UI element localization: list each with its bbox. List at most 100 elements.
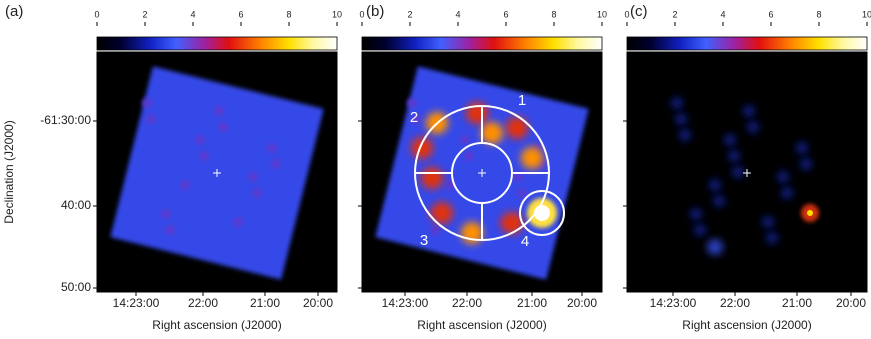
colorbar-tick-label: 4 xyxy=(190,9,195,19)
noise-blob xyxy=(142,98,152,108)
colorbar-tick-label: 2 xyxy=(407,9,412,19)
faint-blob xyxy=(679,129,691,141)
colorbar-tick-label: 0 xyxy=(94,9,99,19)
colorbar-tick-label: 8 xyxy=(551,9,556,19)
noise-blob xyxy=(233,217,243,227)
noise-blob xyxy=(430,225,440,235)
colorbar-tick-label: 6 xyxy=(238,9,243,19)
faint-blob xyxy=(796,142,808,154)
faint-blob xyxy=(675,113,687,125)
colorbar-tick-label: 6 xyxy=(503,9,508,19)
faint-blob xyxy=(747,121,759,133)
faint-blob xyxy=(728,150,740,162)
noise-blob xyxy=(195,135,205,145)
noise-blob xyxy=(460,135,470,145)
panel-title: (b) xyxy=(366,3,384,20)
noise-blob xyxy=(218,122,228,132)
x-tick-label: 21:00 xyxy=(250,296,280,310)
faint-blob xyxy=(709,179,721,191)
center-cross xyxy=(213,169,221,177)
center-cross xyxy=(743,169,751,177)
faint-source xyxy=(707,239,723,255)
noise-blob xyxy=(267,143,277,153)
x-axis-label: Right ascension (J2000) xyxy=(417,318,546,332)
region-label: 3 xyxy=(420,232,428,249)
y-tick-label: 50:00 xyxy=(61,280,91,294)
noise-blob xyxy=(146,114,156,124)
noise-blob xyxy=(464,151,474,161)
faint-blob xyxy=(762,216,774,228)
hot-spot xyxy=(421,167,443,189)
image-frame xyxy=(626,51,868,293)
region-4 xyxy=(519,190,565,236)
panel-title: (a) xyxy=(5,3,23,20)
x-tick-label: 22:00 xyxy=(188,296,218,310)
y-tick-label: -61:30:00 xyxy=(40,113,91,127)
region-label: 4 xyxy=(521,233,529,250)
image xyxy=(627,52,867,292)
region-label: 2 xyxy=(410,109,418,126)
x-tick-label: 20:00 xyxy=(303,296,333,310)
faint-blob xyxy=(713,195,725,207)
faint-blob xyxy=(743,105,755,117)
x-tick-label: 20:00 xyxy=(567,296,597,310)
noise-blob xyxy=(407,98,417,108)
y-tick-label: 40:00 xyxy=(61,198,91,212)
colorbar xyxy=(96,36,338,51)
colorbar-tick-label: 4 xyxy=(455,9,460,19)
faint-blob xyxy=(732,166,744,178)
faint-blob xyxy=(777,171,789,183)
hot-spot xyxy=(481,122,503,144)
faint-blob xyxy=(766,232,778,244)
noise-blob xyxy=(411,114,421,124)
image xyxy=(362,52,602,292)
x-axis-label: Right ascension (J2000) xyxy=(682,318,811,332)
x-tick-label: 22:00 xyxy=(720,296,750,310)
colorbar-tick-label: 10 xyxy=(597,9,607,19)
colorbar-tick-label: 2 xyxy=(672,9,677,19)
colorbar xyxy=(361,36,603,51)
image-frame xyxy=(361,51,603,293)
noise-blob xyxy=(214,106,224,116)
colorbar xyxy=(626,36,868,51)
x-tick-label: 21:00 xyxy=(517,296,547,310)
noise-blob xyxy=(165,225,175,235)
colorbar-tick-label: 8 xyxy=(286,9,291,19)
hot-spot xyxy=(501,212,523,234)
colorbar-tick-label: 10 xyxy=(332,9,342,19)
region-label: 1 xyxy=(518,92,526,109)
bright-core xyxy=(807,210,813,216)
faint-blob xyxy=(694,224,706,236)
x-tick-label: 21:00 xyxy=(782,296,812,310)
colorbar-tick-label: 6 xyxy=(768,9,773,19)
x-tick-label: 20:00 xyxy=(836,296,866,310)
noise-blob xyxy=(161,209,171,219)
noise-blob xyxy=(517,188,527,198)
colorbar-tick-label: 10 xyxy=(862,9,871,19)
panel-title: (c) xyxy=(630,3,648,20)
colorbar-tick-label: 0 xyxy=(359,9,364,19)
faint-blob xyxy=(800,158,812,170)
image-frame xyxy=(96,51,338,293)
noise-blob xyxy=(252,188,262,198)
hot-spot xyxy=(506,117,528,139)
hot-spot xyxy=(411,137,433,159)
center-cross xyxy=(478,169,486,177)
colorbar-tick-label: 4 xyxy=(720,9,725,19)
x-tick-label: 14:23:00 xyxy=(113,296,160,310)
hot-spot xyxy=(431,202,453,224)
noise-blob xyxy=(513,172,523,182)
faint-blob xyxy=(690,208,702,220)
noise-blob xyxy=(180,180,190,190)
faint-blob xyxy=(671,97,683,109)
x-tick-label: 14:23:00 xyxy=(382,296,429,310)
faint-blob xyxy=(781,187,793,199)
image xyxy=(97,52,337,292)
x-tick-label: 14:23:00 xyxy=(650,296,697,310)
faint-blob xyxy=(724,134,736,146)
y-axis-label: Declination (J2000) xyxy=(2,120,16,223)
colorbar-tick-label: 0 xyxy=(624,9,629,19)
colorbar-tick-label: 8 xyxy=(816,9,821,19)
